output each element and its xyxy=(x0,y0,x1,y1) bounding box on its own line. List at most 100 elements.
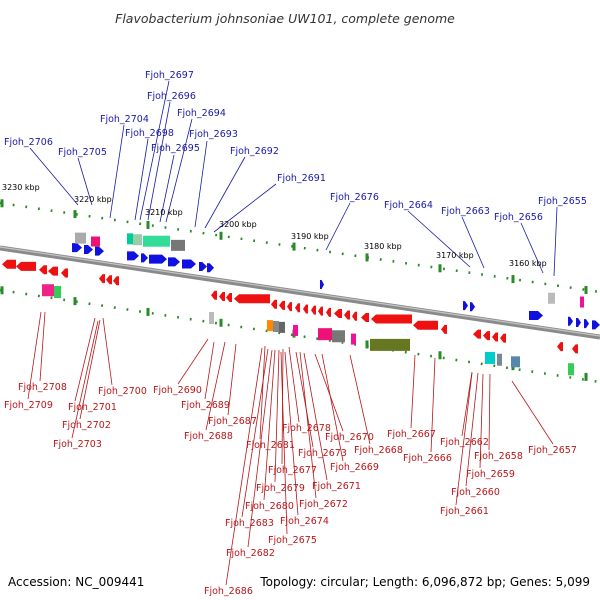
forward-feature-box xyxy=(75,232,86,244)
gene-label-fjoh-2681[interactable]: Fjoh_2681 xyxy=(246,440,295,451)
reverse-gene-arrow xyxy=(303,304,308,314)
forward-label-leader xyxy=(159,154,175,223)
reverse-label-leader xyxy=(349,354,371,445)
gene-label-fjoh-2658[interactable]: Fjoh_2658 xyxy=(474,451,523,462)
reverse-feature-box xyxy=(332,330,345,343)
gene-label-fjoh-2689[interactable]: Fjoh_2689 xyxy=(181,400,230,411)
gene-label-fjoh-2670[interactable]: Fjoh_2670 xyxy=(325,432,374,443)
reverse-strand-labels: Fjoh_2708 Fjoh_2709 Fjoh_2701 Fjoh_2700 … xyxy=(4,382,577,597)
genome-title: Flavobacterium johnsoniae UW101, complet… xyxy=(115,11,455,26)
major-tick-reverse xyxy=(438,351,442,360)
forward-gene-arrow xyxy=(127,251,139,261)
gene-label-fjoh-2672[interactable]: Fjoh_2672 xyxy=(299,499,348,510)
gene-label-fjoh-2679[interactable]: Fjoh_2679 xyxy=(256,483,305,494)
major-tick-reverse xyxy=(365,340,369,349)
reverse-label-leader xyxy=(39,311,46,382)
reverse-label-leader xyxy=(288,346,300,423)
gene-label-fjoh-2664[interactable]: Fjoh_2664 xyxy=(384,200,433,211)
gene-label-fjoh-2661[interactable]: Fjoh_2661 xyxy=(440,506,489,517)
tick-label-3230: 3230 kbp xyxy=(2,183,40,192)
major-tick-forward xyxy=(584,285,588,294)
major-tick-reverse xyxy=(146,307,150,316)
gene-label-fjoh-2677[interactable]: Fjoh_2677 xyxy=(268,465,317,476)
gene-label-fjoh-2709[interactable]: Fjoh_2709 xyxy=(4,400,53,411)
gene-label-fjoh-2705[interactable]: Fjoh_2705 xyxy=(58,147,107,158)
forward-feature-box xyxy=(171,239,185,251)
gene-label-fjoh-2666[interactable]: Fjoh_2666 xyxy=(403,453,452,464)
gene-label-fjoh-2691[interactable]: Fjoh_2691 xyxy=(277,173,326,184)
reverse-label-leader xyxy=(241,348,269,518)
gene-label-fjoh-2692[interactable]: Fjoh_2692 xyxy=(230,146,279,157)
gene-label-fjoh-2702[interactable]: Fjoh_2702 xyxy=(62,420,111,431)
gene-label-fjoh-2704[interactable]: Fjoh_2704 xyxy=(100,114,149,125)
reverse-feature-box xyxy=(568,363,574,376)
forward-label-leader xyxy=(165,118,193,223)
forward-label-leader xyxy=(407,210,471,268)
reverse-label-leader xyxy=(479,373,484,469)
gene-label-fjoh-2673[interactable]: Fjoh_2673 xyxy=(298,448,347,459)
reverse-gene-arrow xyxy=(318,306,323,316)
gene-label-fjoh-2655[interactable]: Fjoh_2655 xyxy=(538,196,587,207)
gene-label-fjoh-2683[interactable]: Fjoh_2683 xyxy=(225,518,274,529)
reverse-feature-box xyxy=(370,338,410,351)
reverse-gene-arrow xyxy=(500,333,506,343)
reverse-feature-box xyxy=(497,353,502,366)
gene-label-fjoh-2693[interactable]: Fjoh_2693 xyxy=(189,129,238,140)
forward-label-leader xyxy=(520,222,544,274)
tick-label-3190: 3190 kbp xyxy=(291,232,329,241)
genome-backbone-highlight xyxy=(0,246,600,337)
gene-label-fjoh-2695[interactable]: Fjoh_2695 xyxy=(151,143,200,154)
reverse-label-leader xyxy=(227,343,237,416)
gene-label-fjoh-2663[interactable]: Fjoh_2663 xyxy=(441,206,490,217)
gene-label-fjoh-2674[interactable]: Fjoh_2674 xyxy=(280,516,329,527)
forward-feature-box xyxy=(580,296,584,308)
gene-label-fjoh-2703[interactable]: Fjoh_2703 xyxy=(53,439,102,450)
reverse-label-leader xyxy=(27,311,42,400)
gene-label-fjoh-2690[interactable]: Fjoh_2690 xyxy=(153,385,202,396)
gene-label-fjoh-2708[interactable]: Fjoh_2708 xyxy=(18,382,67,393)
forward-label-leader xyxy=(139,80,170,221)
gene-label-fjoh-2662[interactable]: Fjoh_2662 xyxy=(440,437,489,448)
gene-label-fjoh-2657[interactable]: Fjoh_2657 xyxy=(528,445,577,456)
gene-label-fjoh-2696[interactable]: Fjoh_2696 xyxy=(147,91,196,102)
reverse-label-leader xyxy=(74,317,96,402)
reverse-gene-arrow xyxy=(106,275,112,285)
gene-label-fjoh-2682[interactable]: Fjoh_2682 xyxy=(226,548,275,559)
gene-features xyxy=(2,232,600,376)
gene-label-fjoh-2659[interactable]: Fjoh_2659 xyxy=(466,469,515,480)
gene-label-fjoh-2701[interactable]: Fjoh_2701 xyxy=(68,402,117,413)
tick-label-3180: 3180 kbp xyxy=(364,242,402,251)
gene-label-fjoh-2669[interactable]: Fjoh_2669 xyxy=(330,462,379,473)
forward-label-leader xyxy=(325,202,351,251)
gene-label-fjoh-2656[interactable]: Fjoh_2656 xyxy=(494,212,543,223)
gene-label-fjoh-2675[interactable]: Fjoh_2675 xyxy=(268,535,317,546)
tick-label-3160: 3160 kbp xyxy=(509,259,547,268)
major-tick-forward xyxy=(438,264,442,273)
gene-label-fjoh-2698[interactable]: Fjoh_2698 xyxy=(125,128,174,139)
reverse-gene-arrow xyxy=(473,329,481,339)
gene-label-fjoh-2694[interactable]: Fjoh_2694 xyxy=(177,108,226,119)
gene-label-fjoh-2678[interactable]: Fjoh_2678 xyxy=(282,423,331,434)
gene-label-fjoh-2676[interactable]: Fjoh_2676 xyxy=(330,192,379,203)
gene-label-fjoh-2686[interactable]: Fjoh_2686 xyxy=(204,586,253,597)
gene-label-fjoh-2680[interactable]: Fjoh_2680 xyxy=(245,501,294,512)
major-tick-forward xyxy=(511,275,515,284)
forward-gene-arrow xyxy=(182,259,196,269)
reverse-gene-arrow xyxy=(287,302,292,312)
gene-label-fjoh-2668[interactable]: Fjoh_2668 xyxy=(354,445,403,456)
forward-feature-box xyxy=(91,236,100,247)
gene-label-fjoh-2706[interactable]: Fjoh_2706 xyxy=(4,137,53,148)
forward-gene-arrow xyxy=(320,279,324,289)
gene-label-fjoh-2667[interactable]: Fjoh_2667 xyxy=(387,429,436,440)
forward-label-leader xyxy=(461,216,485,269)
gene-label-fjoh-2697[interactable]: Fjoh_2697 xyxy=(145,70,194,81)
major-tick-forward xyxy=(0,199,4,208)
gene-label-fjoh-2700[interactable]: Fjoh_2700 xyxy=(98,386,147,397)
reverse-label-leader xyxy=(299,351,317,499)
gene-label-fjoh-2660[interactable]: Fjoh_2660 xyxy=(451,487,500,498)
gene-label-fjoh-2688[interactable]: Fjoh_2688 xyxy=(184,431,233,442)
gene-label-fjoh-2671[interactable]: Fjoh_2671 xyxy=(312,481,361,492)
reverse-feature-box xyxy=(279,321,285,333)
gene-label-fjoh-2687[interactable]: Fjoh_2687 xyxy=(208,416,257,427)
forward-label-leader xyxy=(553,206,558,277)
